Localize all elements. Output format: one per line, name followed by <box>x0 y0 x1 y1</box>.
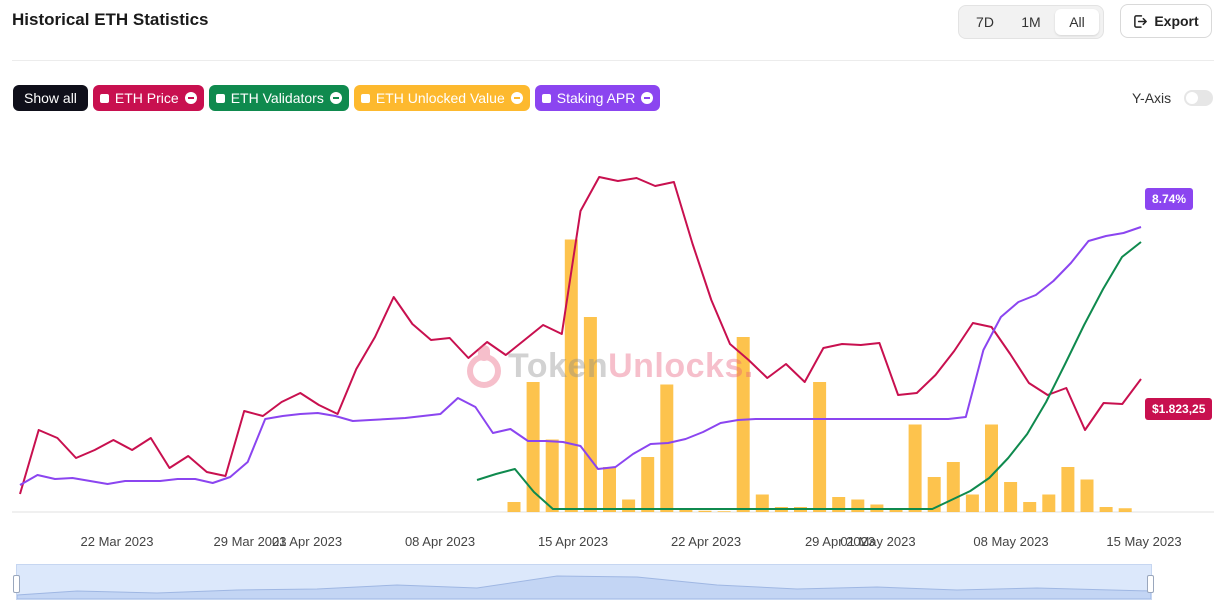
watermark: TokenUnlocks. <box>466 343 754 389</box>
bar-unlocked-value <box>717 511 731 512</box>
remove-icon[interactable] <box>184 92 197 104</box>
x-tick-label: 08 May 2023 <box>973 534 1048 549</box>
bar-unlocked-value <box>698 510 712 512</box>
eth-price-value-badge: $1.823,25 <box>1145 398 1213 420</box>
legend: Show all ETH Price ETH Validators ETH Un… <box>13 85 661 111</box>
bar-unlocked-value <box>1023 502 1037 512</box>
header-divider <box>12 60 1214 61</box>
x-tick-label: 29 Apr 2023 <box>805 534 875 549</box>
export-label: Export <box>1154 13 1199 29</box>
bar-unlocked-value <box>526 382 540 512</box>
legend-chip-eth-price[interactable]: ETH Price <box>92 85 204 111</box>
bar-unlocked-value <box>927 477 941 512</box>
x-tick-label: 08 Apr 2023 <box>405 534 475 549</box>
bar-unlocked-value <box>889 508 903 512</box>
legend-label: ETH Validators <box>230 90 324 106</box>
bar-unlocked-value <box>736 337 750 512</box>
range-all-button[interactable]: All <box>1055 9 1099 35</box>
bar-unlocked-value <box>507 502 521 512</box>
line-staking-apr <box>19 226 1142 486</box>
legend-chip-eth-validators[interactable]: ETH Validators <box>208 85 349 111</box>
bar-unlocked-value <box>622 499 636 512</box>
remove-icon[interactable] <box>510 92 523 104</box>
checkbox-icon <box>215 93 225 103</box>
bar-unlocked-value <box>1042 494 1056 512</box>
bar-unlocked-value <box>1080 479 1094 512</box>
bar-unlocked-value <box>1099 507 1113 512</box>
bar-unlocked-value <box>545 439 559 512</box>
staking-apr-value-badge: 8.74% <box>1145 188 1194 210</box>
bar-unlocked-value <box>1061 467 1075 512</box>
export-button[interactable]: Export <box>1120 4 1212 38</box>
legend-label: Staking APR <box>556 90 636 106</box>
checkbox-icon <box>541 93 551 103</box>
export-icon <box>1134 14 1148 28</box>
bar-unlocked-value <box>946 462 960 512</box>
checkbox-icon <box>99 93 109 103</box>
bar-unlocked-value <box>660 384 674 512</box>
bar-unlocked-value <box>603 467 616 512</box>
bar-unlocked-value <box>851 499 865 512</box>
remove-icon[interactable] <box>641 92 654 104</box>
range-7d-button[interactable]: 7D <box>963 9 1007 35</box>
x-tick-label: 15 May 2023 <box>1106 534 1181 549</box>
legend-label: ETH Unlocked Value <box>375 90 505 106</box>
x-tick-label: 15 Apr 2023 <box>538 534 608 549</box>
show-all-button[interactable]: Show all <box>13 85 88 111</box>
bar-unlocked-value <box>908 424 922 512</box>
legend-chip-staking-apr[interactable]: Staking APR <box>534 85 661 111</box>
x-tick-label: 22 Mar 2023 <box>81 534 154 549</box>
x-tick-label: 01 May 2023 <box>840 534 915 549</box>
range-1m-button[interactable]: 1M <box>1009 9 1053 35</box>
line-eth-validators <box>476 241 1142 510</box>
checkbox-icon <box>360 93 370 103</box>
navigator-left-handle[interactable] <box>13 575 20 593</box>
bar-unlocked-value <box>965 494 979 512</box>
watermark-text-dark: Token <box>508 346 609 385</box>
bar-unlocked-value <box>985 424 998 512</box>
line-eth-price <box>19 176 1142 495</box>
x-tick-label: 22 Apr 2023 <box>671 534 741 549</box>
bar-unlocked-value <box>1004 482 1018 512</box>
bar-unlocked-value <box>755 494 769 512</box>
toggle-knob <box>1186 92 1198 104</box>
x-tick-label: 29 Mar 2023 <box>214 534 287 549</box>
y-axis-toggle[interactable] <box>1184 90 1213 106</box>
legend-chip-eth-unlocked-value[interactable]: ETH Unlocked Value <box>353 85 530 111</box>
range-navigator[interactable] <box>16 564 1152 600</box>
bar-unlocked-value <box>813 382 827 512</box>
show-all-label: Show all <box>24 90 77 106</box>
page-title: Historical ETH Statistics <box>12 10 209 29</box>
navigator-preview <box>17 575 1151 599</box>
navigator-right-handle[interactable] <box>1147 575 1154 593</box>
x-tick-label: 01 Apr 2023 <box>272 534 342 549</box>
y-axis-label: Y-Axis <box>1132 90 1172 106</box>
tokenunlocks-logo-icon <box>467 345 501 388</box>
legend-label: ETH Price <box>114 90 179 106</box>
remove-icon[interactable] <box>329 92 342 104</box>
bar-unlocked-value <box>1118 508 1132 512</box>
range-selector: 7D 1M All <box>958 5 1104 39</box>
watermark-text-light: Unlocks. <box>608 346 754 385</box>
bar-unlocked-value <box>679 509 693 512</box>
bar-unlocked-value <box>641 457 655 512</box>
